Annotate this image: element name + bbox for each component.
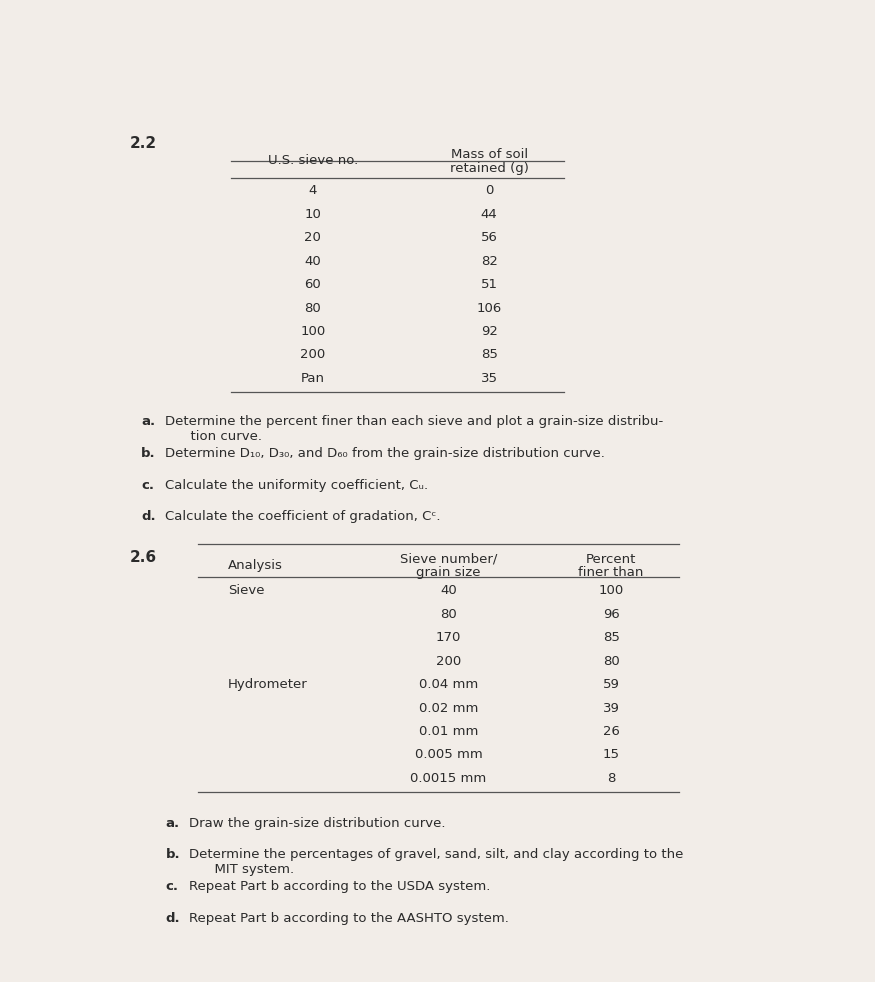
Text: 2.6: 2.6 bbox=[130, 550, 157, 565]
Text: b.: b. bbox=[141, 447, 156, 460]
Text: 92: 92 bbox=[480, 325, 498, 338]
Text: Mass of soil: Mass of soil bbox=[451, 148, 528, 161]
Text: 85: 85 bbox=[480, 349, 498, 361]
Text: Sieve: Sieve bbox=[228, 584, 264, 597]
Text: 26: 26 bbox=[603, 725, 620, 738]
Text: Pan: Pan bbox=[301, 372, 325, 385]
Text: 0.0015 mm: 0.0015 mm bbox=[410, 772, 487, 785]
Text: 0.005 mm: 0.005 mm bbox=[415, 748, 482, 761]
Text: Determine D₁₀, D₃₀, and D₆₀ from the grain-size distribution curve.: Determine D₁₀, D₃₀, and D₆₀ from the gra… bbox=[165, 447, 605, 460]
Text: d.: d. bbox=[141, 511, 156, 523]
Text: 200: 200 bbox=[436, 655, 461, 668]
Text: 80: 80 bbox=[603, 655, 620, 668]
Text: 2.2: 2.2 bbox=[130, 136, 157, 151]
Text: retained (g): retained (g) bbox=[450, 162, 528, 175]
Text: 170: 170 bbox=[436, 631, 461, 644]
Text: a.: a. bbox=[141, 415, 156, 428]
Text: 0: 0 bbox=[485, 185, 493, 197]
Text: 8: 8 bbox=[607, 772, 615, 785]
Text: 82: 82 bbox=[480, 254, 498, 268]
Text: 10: 10 bbox=[304, 208, 321, 221]
Text: 100: 100 bbox=[300, 325, 326, 338]
Text: 39: 39 bbox=[603, 701, 620, 715]
Text: U.S. sieve no.: U.S. sieve no. bbox=[268, 154, 358, 167]
Text: 0.04 mm: 0.04 mm bbox=[419, 679, 478, 691]
Text: 20: 20 bbox=[304, 232, 321, 245]
Text: a.: a. bbox=[165, 816, 179, 830]
Text: Sieve number/: Sieve number/ bbox=[400, 553, 497, 566]
Text: 200: 200 bbox=[300, 349, 326, 361]
Text: Hydrometer: Hydrometer bbox=[228, 679, 308, 691]
Text: c.: c. bbox=[141, 478, 154, 492]
Text: 40: 40 bbox=[304, 254, 321, 268]
Text: 85: 85 bbox=[603, 631, 620, 644]
Text: 80: 80 bbox=[304, 301, 321, 314]
Text: Calculate the uniformity coefficient, Cᵤ.: Calculate the uniformity coefficient, Cᵤ… bbox=[165, 478, 428, 492]
Text: 106: 106 bbox=[477, 301, 501, 314]
Text: Draw the grain-size distribution curve.: Draw the grain-size distribution curve. bbox=[189, 816, 446, 830]
Text: 56: 56 bbox=[480, 232, 498, 245]
Text: 51: 51 bbox=[480, 278, 498, 291]
Text: 0.01 mm: 0.01 mm bbox=[419, 725, 478, 738]
Text: 15: 15 bbox=[603, 748, 620, 761]
Text: 60: 60 bbox=[304, 278, 321, 291]
Text: 80: 80 bbox=[440, 608, 457, 621]
Text: Calculate the coefficient of gradation, Cᶜ.: Calculate the coefficient of gradation, … bbox=[165, 511, 440, 523]
Text: 44: 44 bbox=[480, 208, 498, 221]
Text: b.: b. bbox=[165, 848, 180, 861]
Text: 100: 100 bbox=[598, 584, 624, 597]
Text: 0.02 mm: 0.02 mm bbox=[419, 701, 478, 715]
Text: Repeat Part b according to the AASHTO system.: Repeat Part b according to the AASHTO sy… bbox=[189, 912, 509, 925]
Text: 4: 4 bbox=[309, 185, 317, 197]
Text: Repeat Part b according to the USDA system.: Repeat Part b according to the USDA syst… bbox=[189, 880, 491, 893]
Text: 35: 35 bbox=[480, 372, 498, 385]
Text: Determine the percentages of gravel, sand, silt, and clay according to the
     : Determine the percentages of gravel, san… bbox=[189, 848, 683, 876]
Text: 59: 59 bbox=[603, 679, 620, 691]
Text: finer than: finer than bbox=[578, 567, 644, 579]
Text: 40: 40 bbox=[440, 584, 457, 597]
Text: 96: 96 bbox=[603, 608, 620, 621]
Text: Determine the percent finer than each sieve and plot a grain-size distribu-
    : Determine the percent finer than each si… bbox=[165, 415, 663, 443]
Text: c.: c. bbox=[165, 880, 178, 893]
Text: grain size: grain size bbox=[416, 567, 480, 579]
Text: Analysis: Analysis bbox=[228, 559, 283, 572]
Text: Percent: Percent bbox=[586, 553, 636, 566]
Text: d.: d. bbox=[165, 912, 180, 925]
